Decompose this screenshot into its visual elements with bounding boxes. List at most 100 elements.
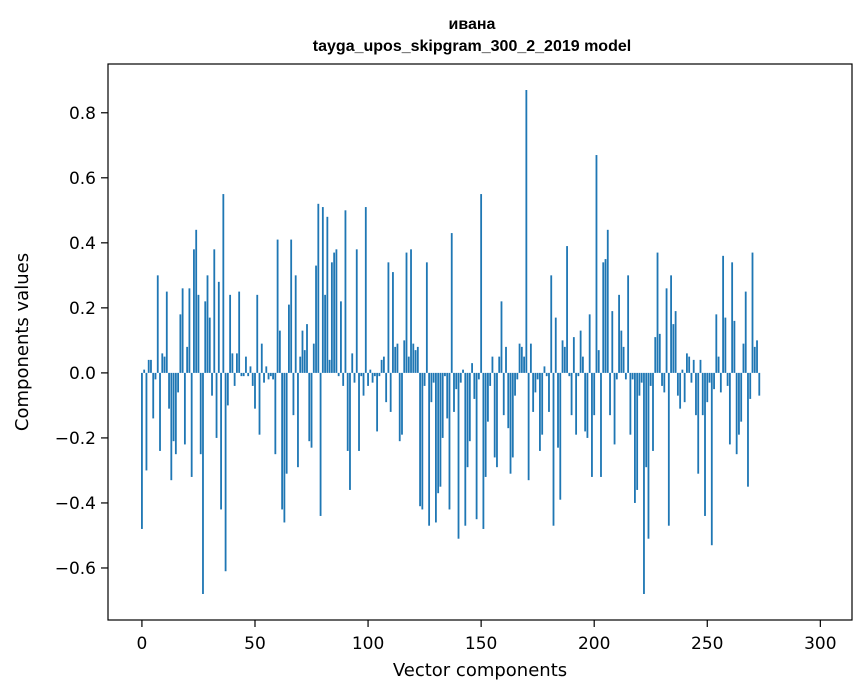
y-tick-label: 0.2 (69, 299, 96, 319)
bar-101 (369, 369, 372, 373)
bar-248 (701, 372, 704, 416)
bar-5 (152, 372, 155, 419)
bar-17 (179, 314, 182, 373)
bar-48 (249, 366, 252, 373)
bar-201 (595, 155, 598, 373)
x-tick-label: 250 (691, 634, 723, 654)
bar-178 (543, 366, 546, 373)
x-tick-label: 50 (244, 634, 266, 654)
bar-214 (624, 372, 627, 380)
bar-40 (231, 353, 234, 373)
x-tick-label: 150 (465, 634, 497, 654)
bar-108 (385, 372, 388, 403)
y-tick-label: −0.6 (55, 559, 96, 579)
bar-75 (310, 372, 313, 448)
bar-191 (572, 337, 575, 373)
bar-215 (627, 275, 630, 373)
bar-256 (719, 372, 722, 393)
bar-31 (211, 372, 213, 396)
bar-240 (683, 372, 686, 403)
bar-206 (606, 229, 609, 373)
bar-227 (654, 337, 657, 373)
bar-60 (276, 239, 279, 373)
bar-107 (382, 356, 385, 373)
bar-22 (190, 372, 193, 477)
bar-68 (294, 275, 297, 373)
bar-126 (425, 262, 428, 373)
bar-25 (197, 294, 200, 373)
bar-70 (299, 356, 302, 373)
bar-141 (459, 372, 462, 383)
bar-32 (213, 249, 216, 373)
bar-148 (475, 372, 478, 520)
bar-164 (511, 372, 514, 458)
bar-0 (141, 372, 143, 529)
bar-171 (527, 372, 530, 481)
bar-15 (174, 372, 177, 455)
bar-239 (681, 369, 684, 373)
bar-172 (529, 343, 532, 373)
bar-203 (600, 372, 602, 477)
bar-261 (731, 262, 734, 373)
bar-109 (387, 262, 390, 373)
bar-238 (679, 372, 682, 409)
bar-225 (649, 372, 652, 386)
bar-226 (652, 372, 654, 451)
bar-28 (204, 301, 207, 373)
bar-149 (477, 372, 480, 380)
bar-94 (353, 372, 356, 383)
bar-104 (376, 372, 379, 432)
bar-64 (285, 372, 288, 474)
bar-89 (342, 372, 345, 386)
bar-233 (667, 372, 670, 526)
bar-165 (514, 372, 516, 396)
bar-257 (722, 255, 725, 373)
bar-78 (317, 203, 320, 373)
bar-241 (686, 353, 688, 373)
bar-140 (457, 372, 460, 539)
bar-269 (749, 372, 752, 399)
bar-246 (697, 372, 700, 474)
bar-90 (344, 210, 347, 373)
bar-135 (446, 372, 449, 419)
bar-187 (563, 346, 566, 373)
bar-61 (278, 330, 281, 373)
bar-98 (362, 372, 365, 396)
bar-114 (398, 372, 401, 442)
bar-106 (380, 359, 383, 373)
bar-138 (453, 372, 455, 412)
y-tick-label: 0.0 (69, 364, 96, 384)
bar-116 (403, 340, 406, 373)
bar-150 (480, 194, 483, 373)
bar-136 (448, 372, 451, 510)
bar-93 (351, 353, 354, 373)
bar-21 (188, 288, 191, 373)
bar-173 (532, 372, 535, 412)
bar-158 (498, 356, 501, 373)
bar-221 (640, 372, 643, 383)
x-axis-label: Vector components (393, 660, 567, 681)
bar-128 (430, 372, 433, 403)
bar-194 (579, 330, 582, 373)
y-tick-label: −0.4 (55, 494, 96, 514)
bar-223 (645, 372, 648, 468)
bar-133 (441, 372, 444, 438)
bar-66 (290, 239, 293, 373)
bar-162 (507, 372, 510, 429)
bar-224 (647, 372, 650, 539)
bar-41 (233, 372, 236, 386)
y-tick-label: 0.8 (69, 104, 96, 124)
bar-72 (303, 350, 306, 373)
bar-268 (747, 372, 749, 487)
bar-42 (236, 353, 238, 373)
bar-35 (220, 372, 222, 510)
bar-9 (161, 353, 164, 373)
bar-129 (432, 372, 435, 383)
bar-83 (328, 359, 331, 373)
bar-231 (663, 372, 666, 393)
bar-11 (165, 291, 168, 373)
bar-63 (283, 372, 286, 523)
bar-62 (281, 372, 284, 510)
bar-179 (545, 372, 548, 377)
